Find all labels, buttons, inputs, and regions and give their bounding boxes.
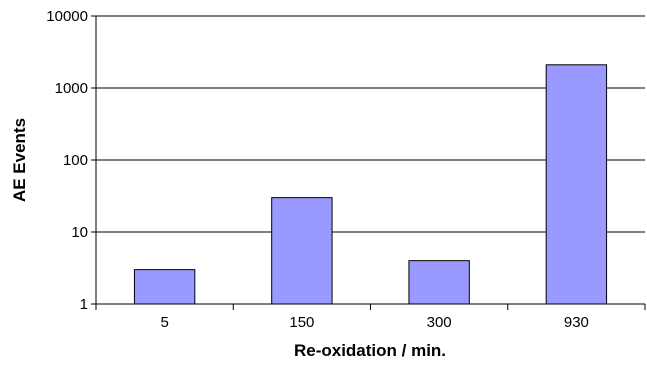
y-tick-label: 1 bbox=[80, 296, 88, 313]
x-tick-label: 5 bbox=[160, 314, 168, 331]
bar bbox=[545, 64, 608, 305]
y-tick-label: 1000 bbox=[55, 80, 88, 97]
y-tick-label: 10000 bbox=[46, 8, 88, 25]
x-tick-label: 150 bbox=[289, 314, 314, 331]
y-tick-label: 100 bbox=[63, 152, 88, 169]
y-axis-ticks: 1 10 100 1000 10000 bbox=[46, 8, 96, 313]
x-tick-label: 930 bbox=[564, 314, 589, 331]
bar bbox=[271, 197, 333, 305]
bar bbox=[408, 260, 470, 305]
bar bbox=[133, 269, 196, 305]
bars bbox=[133, 64, 608, 305]
x-tick-label: 300 bbox=[427, 314, 452, 331]
y-tick-label: 10 bbox=[71, 224, 88, 241]
x-axis-ticks: 5 150 300 930 bbox=[95, 304, 646, 331]
y-axis-title: AE Events bbox=[10, 118, 29, 202]
x-axis-title: Re-oxidation / min. bbox=[294, 341, 446, 360]
